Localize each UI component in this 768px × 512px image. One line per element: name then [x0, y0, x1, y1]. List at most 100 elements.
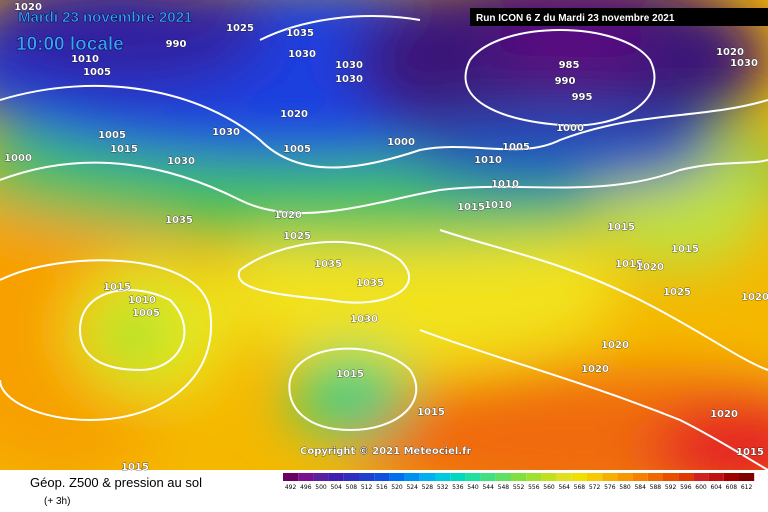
colorbar-label: 524	[406, 484, 418, 491]
isobar-label: 995	[572, 92, 593, 103]
colorbar-swatch	[663, 473, 679, 481]
colorbar-label: 588	[650, 484, 662, 491]
isobar-label: 985	[559, 60, 580, 71]
colorbar-label: 492	[285, 484, 297, 491]
colorbar-label: 500	[315, 484, 327, 491]
isobar-label: 1025	[226, 23, 254, 34]
footer-step: (+ 3h)	[44, 496, 70, 507]
isobar-label: 1035	[165, 215, 193, 226]
colorbar-label: 572	[589, 484, 601, 491]
colorbar-swatch	[678, 473, 694, 481]
colorbar-swatch	[571, 473, 587, 481]
colorbar-label: 528	[422, 484, 434, 491]
isobar-label: 1015	[615, 259, 643, 270]
colorbar-swatch	[419, 473, 435, 481]
colorbar-label: 600	[695, 484, 707, 491]
isobar-label: 1010	[71, 54, 99, 65]
isobar-label: 990	[166, 39, 187, 50]
colorbar-swatch	[602, 473, 618, 481]
colorbar-label: 604	[710, 484, 722, 491]
isobar-label: 1025	[283, 231, 311, 242]
colorbar-label: 508	[346, 484, 358, 491]
colorbar-label: 576	[604, 484, 616, 491]
colorbar-swatch	[465, 473, 481, 481]
isobars	[0, 15, 768, 470]
colorbar-label: 584	[634, 484, 646, 491]
isobar-label: 1035	[286, 28, 314, 39]
isobar-label: 1020	[601, 340, 629, 351]
colorbar-swatch	[632, 473, 648, 481]
isobar-label: 1000	[556, 123, 584, 134]
isobar-label: 1020	[14, 2, 42, 13]
colorbar-label: 596	[680, 484, 692, 491]
colorbar-swatch	[480, 473, 496, 481]
isobar-label: 1020	[274, 210, 302, 221]
isobar-label: 1010	[128, 295, 156, 306]
isobar-label: 1000	[4, 153, 32, 164]
isobar-label: 1030	[288, 49, 316, 60]
isobar-label: 1015	[671, 244, 699, 255]
colorbar-label: 568	[574, 484, 586, 491]
colorbar-label: 544	[482, 484, 494, 491]
isobar-label: 1020	[636, 262, 664, 273]
colorbar-swatch	[298, 473, 314, 481]
isobar-label: 1020	[710, 409, 738, 420]
isobar-label: 1025	[663, 287, 691, 298]
isobar-label: 1020	[581, 364, 609, 375]
isobar-label: 1030	[350, 314, 378, 325]
colorbar-label: 580	[619, 484, 631, 491]
colorbar-swatch	[647, 473, 663, 481]
colorbar-label: 612	[741, 484, 753, 491]
copyright: Copyright © 2021 Meteociel.fr	[300, 446, 471, 457]
colorbar-swatch	[328, 473, 344, 481]
colorbar-swatch	[556, 473, 572, 481]
colorbar-swatch	[359, 473, 375, 481]
date: Mardi 23 novembre 2021	[18, 9, 192, 26]
colorbar-swatch	[587, 473, 603, 481]
colorbar-label: 504	[330, 484, 342, 491]
isobar-label: 1020	[716, 47, 744, 58]
colorbar-swatch	[374, 473, 390, 481]
isobar-label: 1020	[741, 292, 768, 303]
isobar-label: 1010	[484, 200, 512, 211]
isobar-label: 1015	[417, 407, 445, 418]
isobar-label: 1010	[474, 155, 502, 166]
colorbar-swatch	[739, 473, 755, 481]
colorbar-swatch	[313, 473, 329, 481]
colorbar-swatch	[617, 473, 633, 481]
isobar-label: 1030	[212, 127, 240, 138]
isobar-label: 1015	[121, 462, 149, 473]
colorbar-swatch	[708, 473, 724, 481]
isobar-label: 1030	[730, 58, 758, 69]
isobar-label: 1005	[98, 130, 126, 141]
isobar-label: 1005	[283, 144, 311, 155]
isobar-label: 1010	[491, 179, 519, 190]
colorbar-swatch	[435, 473, 451, 481]
colorbar-label: 556	[528, 484, 540, 491]
colorbar-label: 608	[726, 484, 738, 491]
isobar-label: 1015	[457, 202, 485, 213]
colorbar-swatch	[526, 473, 542, 481]
colorbar-swatch	[693, 473, 709, 481]
colorbar-label: 516	[376, 484, 388, 491]
colorbar-label: 496	[300, 484, 312, 491]
colorbar-swatch	[389, 473, 405, 481]
colorbar-label: 536	[452, 484, 464, 491]
colorbar-label: 532	[437, 484, 449, 491]
colorbar-swatch	[541, 473, 557, 481]
colorbar-label: 552	[513, 484, 525, 491]
isobar-label: 990	[555, 76, 576, 87]
run: Run ICON 6 Z du Mardi 23 novembre 2021	[476, 13, 675, 24]
isobar-label: 1015	[103, 282, 131, 293]
colorbar-swatch	[495, 473, 511, 481]
colorbar-label: 592	[665, 484, 677, 491]
isobar-label: 1015	[336, 369, 364, 380]
isobar-label: 1035	[356, 278, 384, 289]
footer-title: Géop. Z500 & pression au sol	[30, 475, 202, 490]
isobar-label: 1000	[387, 137, 415, 148]
colorbar-label: 560	[543, 484, 555, 491]
isobar-label: 1015	[110, 144, 138, 155]
isobar-label: 1005	[83, 67, 111, 78]
